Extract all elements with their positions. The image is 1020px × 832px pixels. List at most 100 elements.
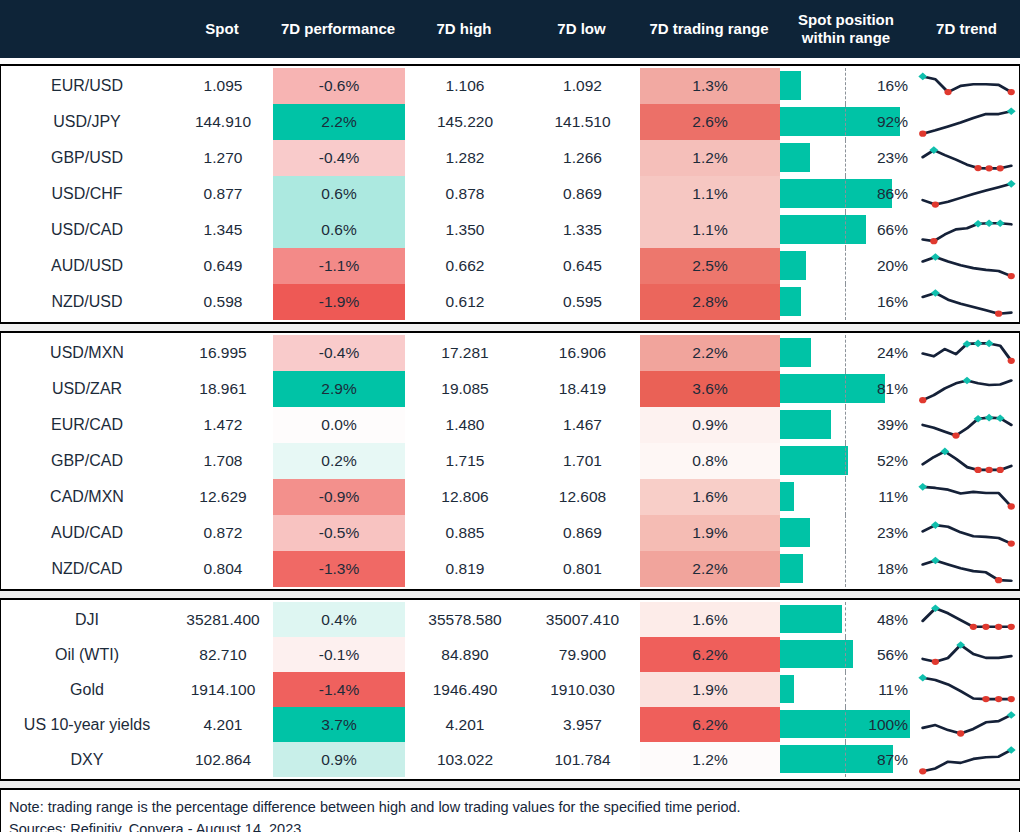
sparkline-min-marker xyxy=(957,730,964,736)
position-percent-label: 11% xyxy=(878,672,908,707)
position-percent-label: 100% xyxy=(868,707,908,742)
instrument-name: GBP/CAD xyxy=(1,443,173,479)
high-value: 84.890 xyxy=(405,637,525,672)
instrument-name: DXY xyxy=(1,742,173,777)
spot-position-cell: 81% xyxy=(780,371,914,407)
table-row: US 10-year yields4.2013.7%4.2013.9576.2%… xyxy=(1,707,1019,742)
performance-cell: 0.6% xyxy=(273,176,405,212)
header-col-7d-low: 7D low xyxy=(524,18,639,40)
sparkline-chart xyxy=(917,743,1017,776)
low-value: 101.784 xyxy=(525,742,640,777)
sparkline-path xyxy=(922,150,1010,168)
sparkline-chart xyxy=(917,286,1017,319)
trading-range-cell: 2.2% xyxy=(640,551,780,587)
fifty-percent-guide xyxy=(845,551,846,587)
performance-cell: 0.9% xyxy=(273,742,405,777)
sparkline-path xyxy=(922,451,1010,469)
spot-value: 4.201 xyxy=(173,707,273,742)
sparkline-min-marker xyxy=(1007,624,1014,630)
spot-value: 1.472 xyxy=(173,407,273,443)
spot-value: 1.270 xyxy=(173,140,273,176)
spot-value: 12.629 xyxy=(173,479,273,515)
sparkline-chart xyxy=(917,142,1017,175)
position-percent-label: 23% xyxy=(877,515,908,551)
header-col-spot-position-within-range: Spot position within range xyxy=(779,9,913,50)
spot-position-cell: 23% xyxy=(780,515,914,551)
sparkline-path xyxy=(922,417,1010,435)
performance-cell: -0.5% xyxy=(273,515,405,551)
spot-value: 82.710 xyxy=(173,637,273,672)
performance-cell: 0.0% xyxy=(273,407,405,443)
table-row: AUD/USD0.649-1.1%0.6620.6452.5%20% xyxy=(1,248,1019,284)
table-row: DXY102.8640.9%103.022101.7841.2%87% xyxy=(1,742,1019,777)
table-row: Oil (WTI)82.710-0.1%84.89079.9006.2%56% xyxy=(1,637,1019,672)
fifty-percent-guide xyxy=(845,176,846,212)
trading-range-cell: 3.6% xyxy=(640,371,780,407)
spot-value: 1.345 xyxy=(173,212,273,248)
sparkline-chart xyxy=(917,708,1017,741)
high-value: 1946.490 xyxy=(405,672,525,707)
spot-value: 0.649 xyxy=(173,248,273,284)
fifty-percent-guide xyxy=(845,284,846,320)
trend-sparkline-cell xyxy=(914,68,1020,104)
sparkline-chart xyxy=(917,250,1017,283)
sparkline-min-marker xyxy=(994,310,1001,316)
table-row: NZD/USD0.598-1.9%0.6120.5952.8%16% xyxy=(1,284,1019,320)
trend-sparkline-cell xyxy=(914,602,1020,637)
sparkline-min-marker xyxy=(974,466,981,472)
high-value: 145.220 xyxy=(405,104,525,140)
position-percent-label: 81% xyxy=(877,371,908,407)
sparkline-min-marker xyxy=(982,624,989,630)
low-value: 1.701 xyxy=(525,443,640,479)
sparkline-chart xyxy=(917,603,1017,636)
position-percent-label: 23% xyxy=(877,140,908,176)
fifty-percent-guide xyxy=(845,443,846,479)
low-value: 79.900 xyxy=(525,637,640,672)
trend-sparkline-cell xyxy=(914,284,1020,320)
position-percent-label: 87% xyxy=(877,742,908,777)
trading-range-cell: 1.6% xyxy=(640,479,780,515)
table-row: GBP/USD1.270-0.4%1.2821.2661.2%23% xyxy=(1,140,1019,176)
header-col-7d-trading-range: 7D trading range xyxy=(639,18,779,40)
table-row: EUR/CAD1.4720.0%1.4801.4670.9%39% xyxy=(1,407,1019,443)
sparkline-chart xyxy=(917,337,1017,370)
sparkline-max-marker xyxy=(962,376,971,384)
position-percent-label: 24% xyxy=(877,335,908,371)
position-bar xyxy=(780,215,866,244)
header-col-instrument xyxy=(0,27,172,31)
table-row: EUR/USD1.095-0.6%1.1061.0921.3%16% xyxy=(1,68,1019,104)
spot-position-cell: 20% xyxy=(780,248,914,284)
trend-sparkline-cell xyxy=(914,140,1020,176)
performance-cell: -0.4% xyxy=(273,140,405,176)
spot-value: 1.095 xyxy=(173,68,273,104)
table-row: DJI35281.4000.4%35578.58035007.4101.6%48… xyxy=(1,602,1019,637)
sparkline-max-marker xyxy=(918,674,927,682)
position-percent-label: 18% xyxy=(877,551,908,587)
trading-range-cell: 2.6% xyxy=(640,104,780,140)
high-value: 19.085 xyxy=(405,371,525,407)
high-value: 0.819 xyxy=(405,551,525,587)
trading-range-cell: 1.1% xyxy=(640,176,780,212)
instrument-name: USD/CAD xyxy=(1,212,173,248)
performance-cell: -0.1% xyxy=(273,637,405,672)
instrument-name: US 10-year yields xyxy=(1,707,173,742)
section-gap xyxy=(0,591,1020,598)
footer-notes: Note: trading range is the percentage di… xyxy=(0,788,1020,832)
low-value: 0.869 xyxy=(525,176,640,212)
sparkline-max-marker xyxy=(984,413,993,421)
performance-cell: -1.9% xyxy=(273,284,405,320)
low-value: 18.419 xyxy=(525,371,640,407)
trend-sparkline-cell xyxy=(914,742,1020,777)
low-value: 0.595 xyxy=(525,284,640,320)
fifty-percent-guide xyxy=(845,371,846,407)
spot-value: 1.708 xyxy=(173,443,273,479)
position-percent-label: 16% xyxy=(877,284,908,320)
instrument-name: USD/JPY xyxy=(1,104,173,140)
sparkline-min-marker xyxy=(1007,503,1014,509)
sparkline-max-marker xyxy=(1006,180,1015,188)
instrument-name: NZD/USD xyxy=(1,284,173,320)
trend-sparkline-cell xyxy=(914,707,1020,742)
sparkline-max-marker xyxy=(918,483,927,491)
position-bar xyxy=(780,446,848,475)
spot-value: 35281.400 xyxy=(173,602,273,637)
